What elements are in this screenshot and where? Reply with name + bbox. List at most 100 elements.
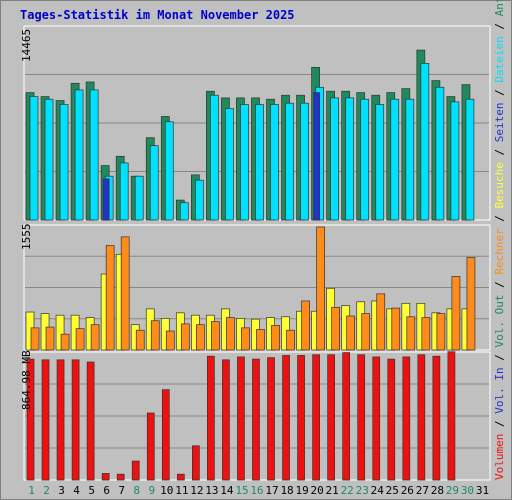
bar-dateien — [119, 162, 129, 221]
bar-volumen — [146, 412, 155, 481]
x-axis-day-labels: 1 2 3 4 5 6 7 8 9 10 11 12 13 14 15 16 17 18 19 20 21 22 23 24 2… — [28, 484, 489, 497]
bar-volumen — [222, 359, 230, 481]
day-label: 8 — [133, 484, 140, 497]
legend-item: Rechner — [493, 228, 506, 275]
bar-volumen — [237, 356, 245, 481]
bar-dateien — [405, 98, 415, 221]
legend-separator: / — [493, 16, 506, 36]
day-label: 26 — [401, 484, 414, 497]
bar-rechner — [286, 329, 295, 351]
bar-dateien — [345, 97, 355, 221]
bar-dateien — [74, 89, 84, 221]
right-legend: Volumen / Vol. In / Vol. Out / Rechner /… — [493, 0, 506, 480]
bar-rechner — [406, 316, 416, 351]
bar-rechner — [165, 330, 175, 351]
bar-dateien — [255, 104, 264, 221]
day-label: 18 — [280, 484, 293, 497]
bar-rechner — [30, 327, 40, 351]
volume-max-label: 864.98 MB — [20, 350, 33, 410]
legend-item: Anfragen — [493, 0, 506, 16]
bar-volumen — [86, 361, 95, 481]
bar-volumen — [252, 358, 260, 481]
day-label: 3 — [58, 484, 65, 497]
bar-volumen — [447, 351, 456, 481]
day-label: 4 — [73, 484, 80, 497]
bar-dateien — [300, 102, 309, 221]
bar-rechner — [316, 226, 325, 351]
bar-rechner — [45, 326, 55, 351]
bar-rechner — [135, 329, 145, 351]
bar-volumen — [342, 352, 351, 481]
day-label: 13 — [205, 484, 218, 497]
bar-rechner — [120, 236, 130, 351]
bar-volumen — [417, 354, 426, 481]
day-label: 31 — [476, 484, 489, 497]
day-label: 2 — [43, 484, 50, 497]
day-label: 29 — [446, 484, 459, 497]
day-label: 21 — [326, 484, 339, 497]
bar-dateien — [465, 98, 475, 221]
bar-volumen — [282, 355, 290, 481]
bar-rechner — [436, 313, 446, 351]
day-label: 6 — [103, 484, 110, 497]
bar-rechner — [346, 315, 356, 351]
bar-rechner — [391, 307, 401, 351]
bar-rechner — [376, 293, 386, 351]
day-label: 28 — [431, 484, 444, 497]
visits-max-label: 1555 — [20, 224, 33, 251]
legend-separator: / — [493, 414, 506, 434]
bar-volumen — [192, 445, 200, 481]
bar-volumen — [387, 358, 396, 481]
bar-volumen — [161, 389, 170, 481]
legend-separator: / — [493, 348, 506, 368]
legend-separator: / — [493, 275, 506, 295]
bar-rechner — [180, 323, 190, 351]
day-label: 10 — [160, 484, 173, 497]
day-label: 25 — [386, 484, 399, 497]
day-label: 23 — [356, 484, 369, 497]
day-label: 11 — [175, 484, 188, 497]
requests-bars — [25, 49, 475, 221]
bar-rechner — [451, 276, 461, 351]
bar-volumen — [207, 355, 215, 481]
day-label: 22 — [341, 484, 354, 497]
bar-rechner — [241, 327, 250, 351]
bar-dateien — [285, 102, 294, 221]
day-label: 16 — [250, 484, 263, 497]
bar-volumen — [402, 356, 411, 481]
legend-item: Vol. In — [493, 367, 506, 413]
bar-volumen — [131, 460, 140, 481]
bar-rechner — [75, 328, 85, 351]
bar-volumen — [432, 355, 441, 481]
legend-text: Volumen / Vol. In / Vol. Out / Rechner /… — [493, 0, 506, 480]
bar-rechner — [301, 300, 310, 351]
bar-dateien — [210, 94, 219, 221]
bar-dateien — [134, 175, 144, 221]
legend-separator: / — [493, 142, 506, 162]
bar-rechner — [150, 320, 160, 351]
bar-rechner — [361, 313, 371, 351]
bar-dateien — [164, 121, 174, 221]
bar-dateien — [195, 179, 204, 221]
day-label: 1 — [28, 484, 35, 497]
bar-dateien — [225, 108, 234, 221]
bar-dateien — [450, 101, 460, 221]
bar-rechner — [421, 317, 431, 351]
day-label: 19 — [295, 484, 308, 497]
day-label: 9 — [148, 484, 155, 497]
bar-volumen — [297, 355, 305, 481]
bar-besuche — [55, 314, 65, 351]
bar-dateien — [420, 63, 430, 221]
legend-item: Volumen — [493, 434, 506, 480]
bar-rechner — [331, 306, 340, 351]
day-label: 15 — [235, 484, 248, 497]
bar-volumen — [116, 473, 125, 481]
day-label: 24 — [371, 484, 385, 497]
bar-volumen — [71, 359, 80, 481]
bar-volumen — [327, 354, 335, 481]
bar-rechner — [256, 329, 265, 351]
bar-rechner — [60, 333, 70, 351]
bar-rechner — [466, 257, 476, 351]
visits-bars — [25, 226, 476, 351]
